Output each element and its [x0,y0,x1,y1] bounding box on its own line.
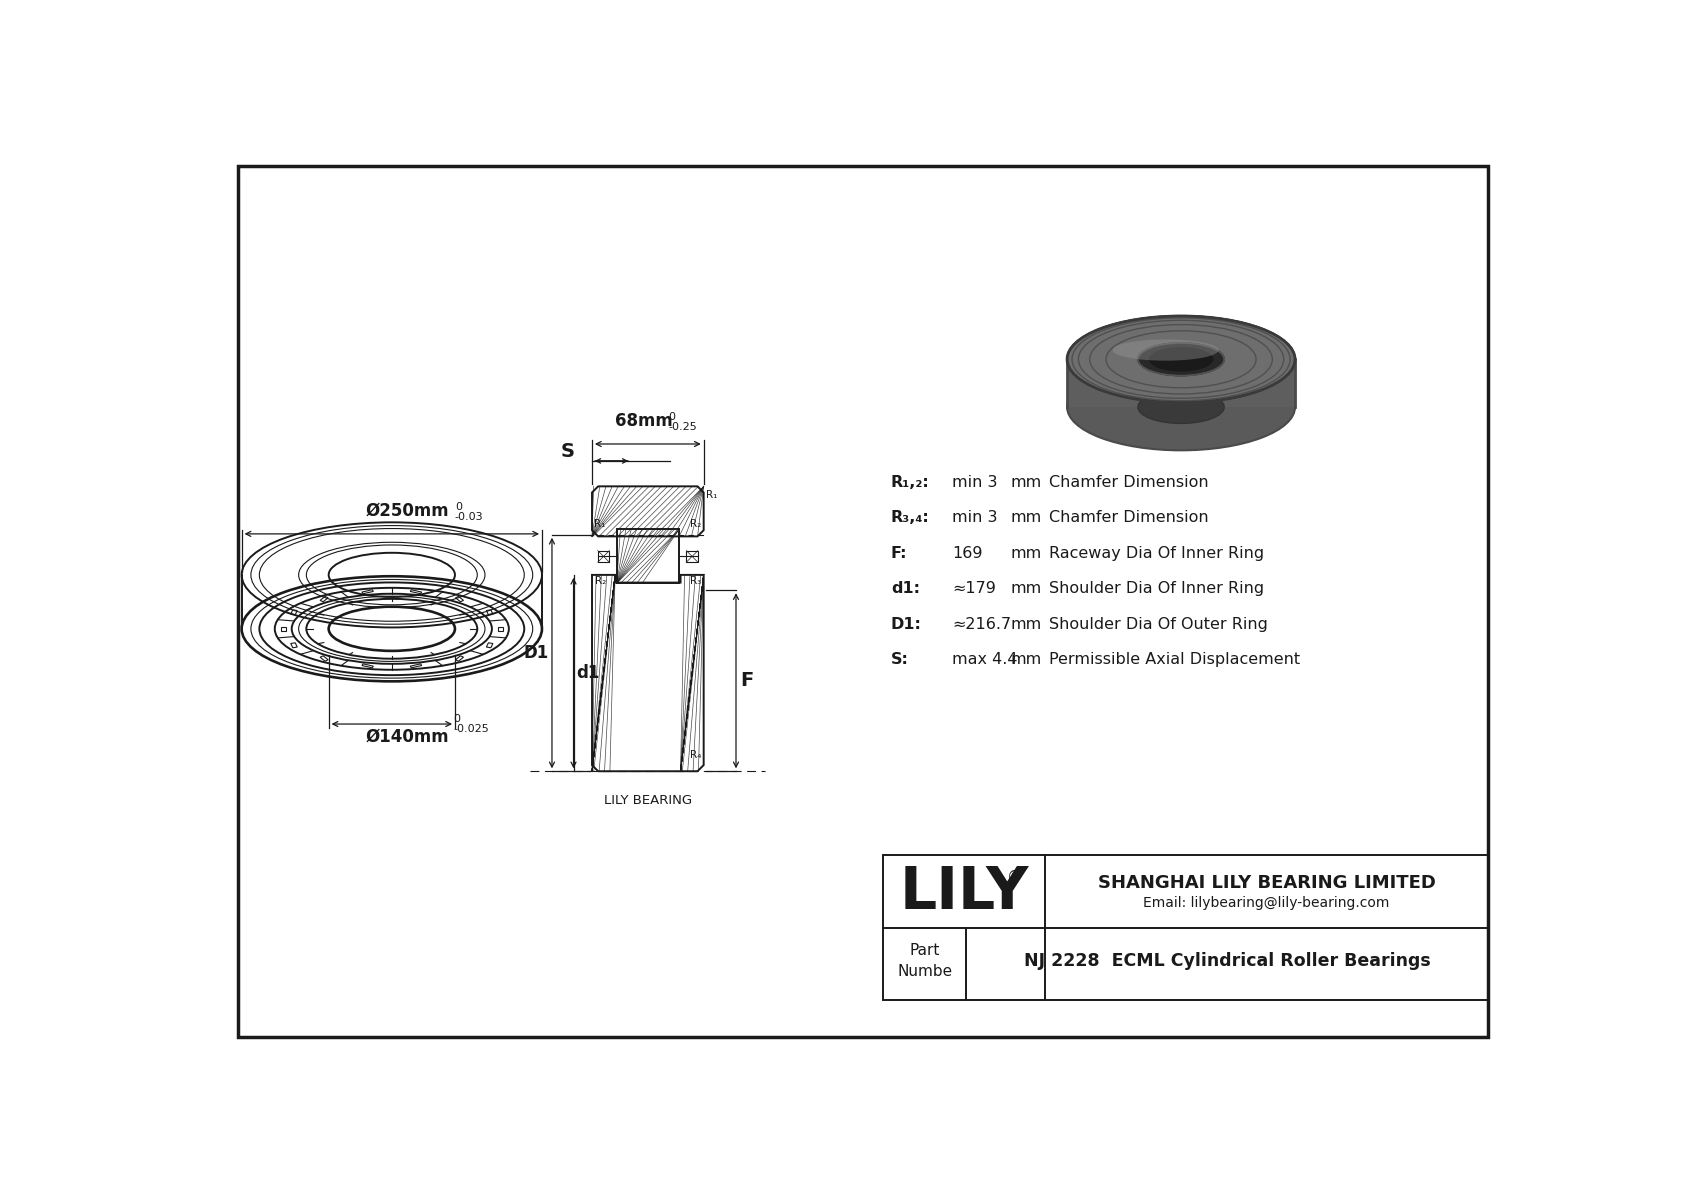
Text: R₁: R₁ [706,491,717,500]
Text: ®: ® [1007,869,1022,885]
Text: R₃: R₃ [690,576,701,586]
Text: R₁,₂:: R₁,₂: [891,475,930,490]
Text: d1: d1 [576,665,600,682]
Text: 0: 0 [453,713,460,724]
Text: 68mm: 68mm [615,412,674,430]
Text: -0.25: -0.25 [669,422,697,431]
Text: Raceway Dia Of Inner Ring: Raceway Dia Of Inner Ring [1049,545,1263,561]
Text: d1:: d1: [891,581,919,597]
Text: Shoulder Dia Of Inner Ring: Shoulder Dia Of Inner Ring [1049,581,1263,597]
Text: NJ 2228  ECML Cylindrical Roller Bearings: NJ 2228 ECML Cylindrical Roller Bearings [1024,952,1431,969]
Ellipse shape [1068,316,1295,403]
Text: 0: 0 [455,503,461,512]
Bar [882,855,1489,1000]
Bar [598,550,610,562]
Text: Ø250mm: Ø250mm [365,503,450,520]
Text: LILY: LILY [899,865,1029,922]
Ellipse shape [1148,347,1214,372]
Text: Email: lilybearing@lily-bearing.com: Email: lilybearing@lily-bearing.com [1143,896,1389,910]
Text: mm: mm [1010,475,1041,490]
Text: LILY BEARING: LILY BEARING [605,794,692,807]
Text: Ø140mm: Ø140mm [365,728,450,746]
Text: Part
Numbe: Part Numbe [898,943,951,979]
Text: SHANGHAI LILY BEARING LIMITED: SHANGHAI LILY BEARING LIMITED [1098,874,1435,892]
Text: mm: mm [1010,511,1041,525]
Text: mm: mm [1010,653,1041,667]
Text: Permissible Axial Displacement: Permissible Axial Displacement [1049,653,1300,667]
Ellipse shape [1138,391,1224,424]
Text: Chamfer Dimension: Chamfer Dimension [1049,475,1207,490]
Text: R₂: R₂ [690,519,701,529]
Text: Shoulder Dia Of Outer Ring: Shoulder Dia Of Outer Ring [1049,617,1268,631]
Ellipse shape [1068,363,1295,450]
Text: mm: mm [1010,545,1041,561]
Text: mm: mm [1010,581,1041,597]
Text: 169: 169 [953,545,983,561]
Text: R₃,₄:: R₃,₄: [891,511,930,525]
Text: max 4.4: max 4.4 [953,653,1017,667]
Text: -0.03: -0.03 [455,512,483,522]
Text: mm: mm [1010,617,1041,631]
Text: min 3: min 3 [953,475,999,490]
Bar [687,550,697,562]
Text: min 3: min 3 [953,511,999,525]
Text: D1:: D1: [891,617,921,631]
Text: Chamfer Dimension: Chamfer Dimension [1049,511,1207,525]
Text: ≈216.7: ≈216.7 [953,617,1012,631]
Text: F:: F: [891,545,908,561]
Text: F: F [739,672,753,691]
Polygon shape [1068,360,1295,407]
Ellipse shape [1138,343,1224,375]
Text: R₁: R₁ [593,519,605,529]
Text: R₂: R₂ [594,576,606,586]
Ellipse shape [1068,316,1295,403]
Text: D1: D1 [524,644,549,662]
Text: ≈179: ≈179 [953,581,997,597]
Text: R₄: R₄ [690,750,701,761]
Text: S: S [561,442,574,461]
Text: S:: S: [891,653,909,667]
Ellipse shape [1113,339,1219,361]
Text: -0.025: -0.025 [453,724,488,734]
Text: 0: 0 [669,412,675,423]
Ellipse shape [1138,343,1224,375]
